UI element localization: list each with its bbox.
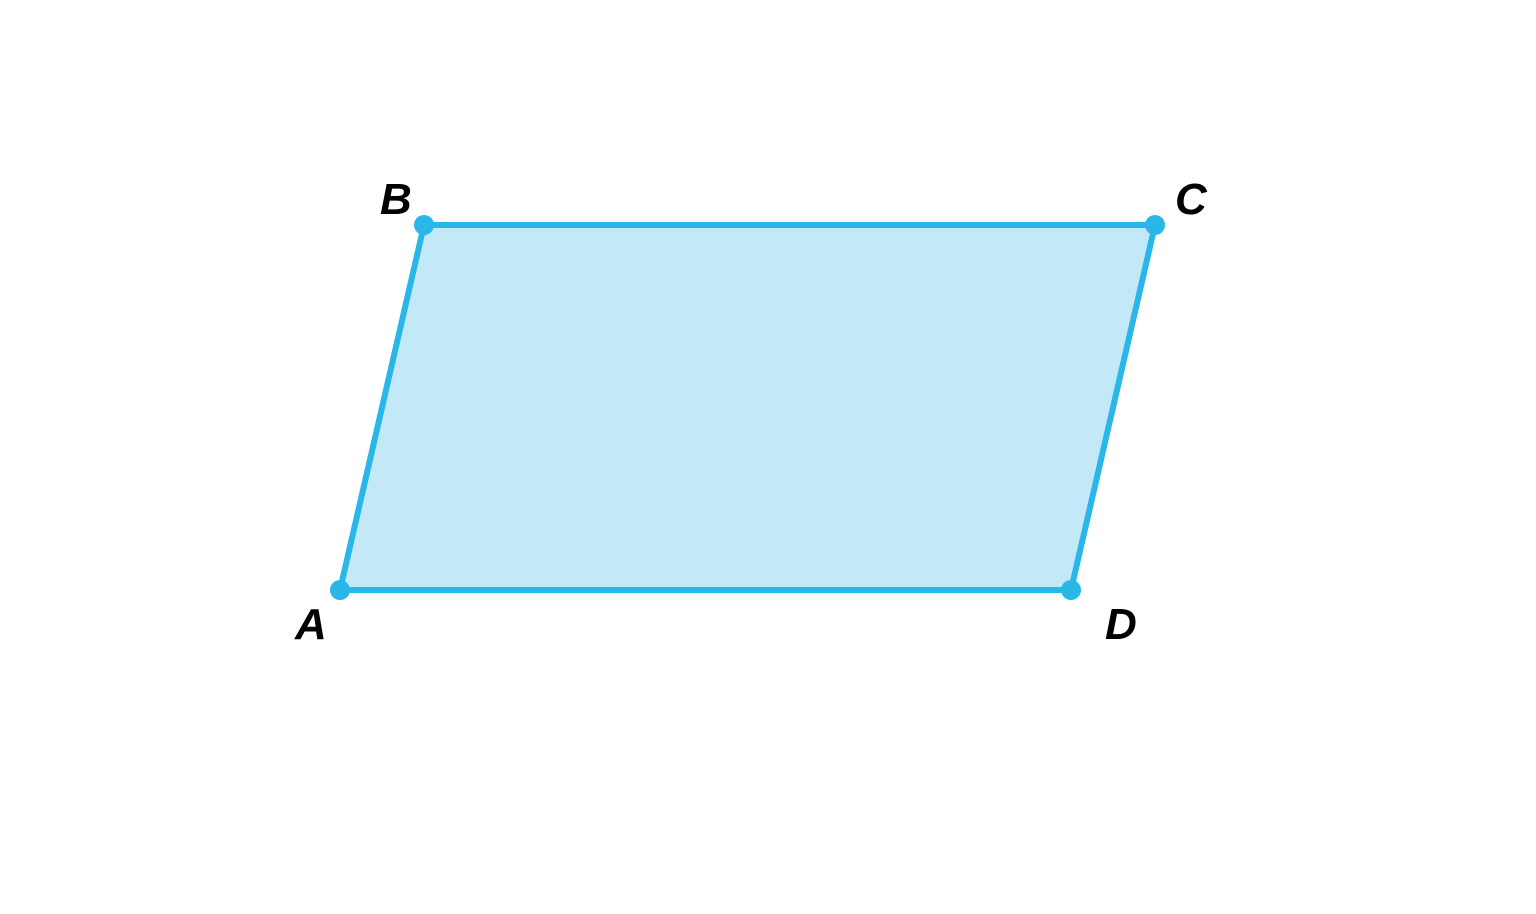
vertex-point-c xyxy=(1145,215,1165,235)
vertex-point-b xyxy=(414,215,434,235)
parallelogram-shape xyxy=(340,225,1155,590)
vertex-point-d xyxy=(1061,580,1081,600)
vertex-point-a xyxy=(330,580,350,600)
vertex-label-c: C xyxy=(1175,175,1206,225)
vertex-label-d: D xyxy=(1105,600,1136,650)
parallelogram-diagram: A B C D xyxy=(0,0,1536,909)
vertex-label-b: B xyxy=(380,175,411,225)
vertex-label-a: A xyxy=(295,600,326,650)
parallelogram-svg xyxy=(0,0,1536,909)
